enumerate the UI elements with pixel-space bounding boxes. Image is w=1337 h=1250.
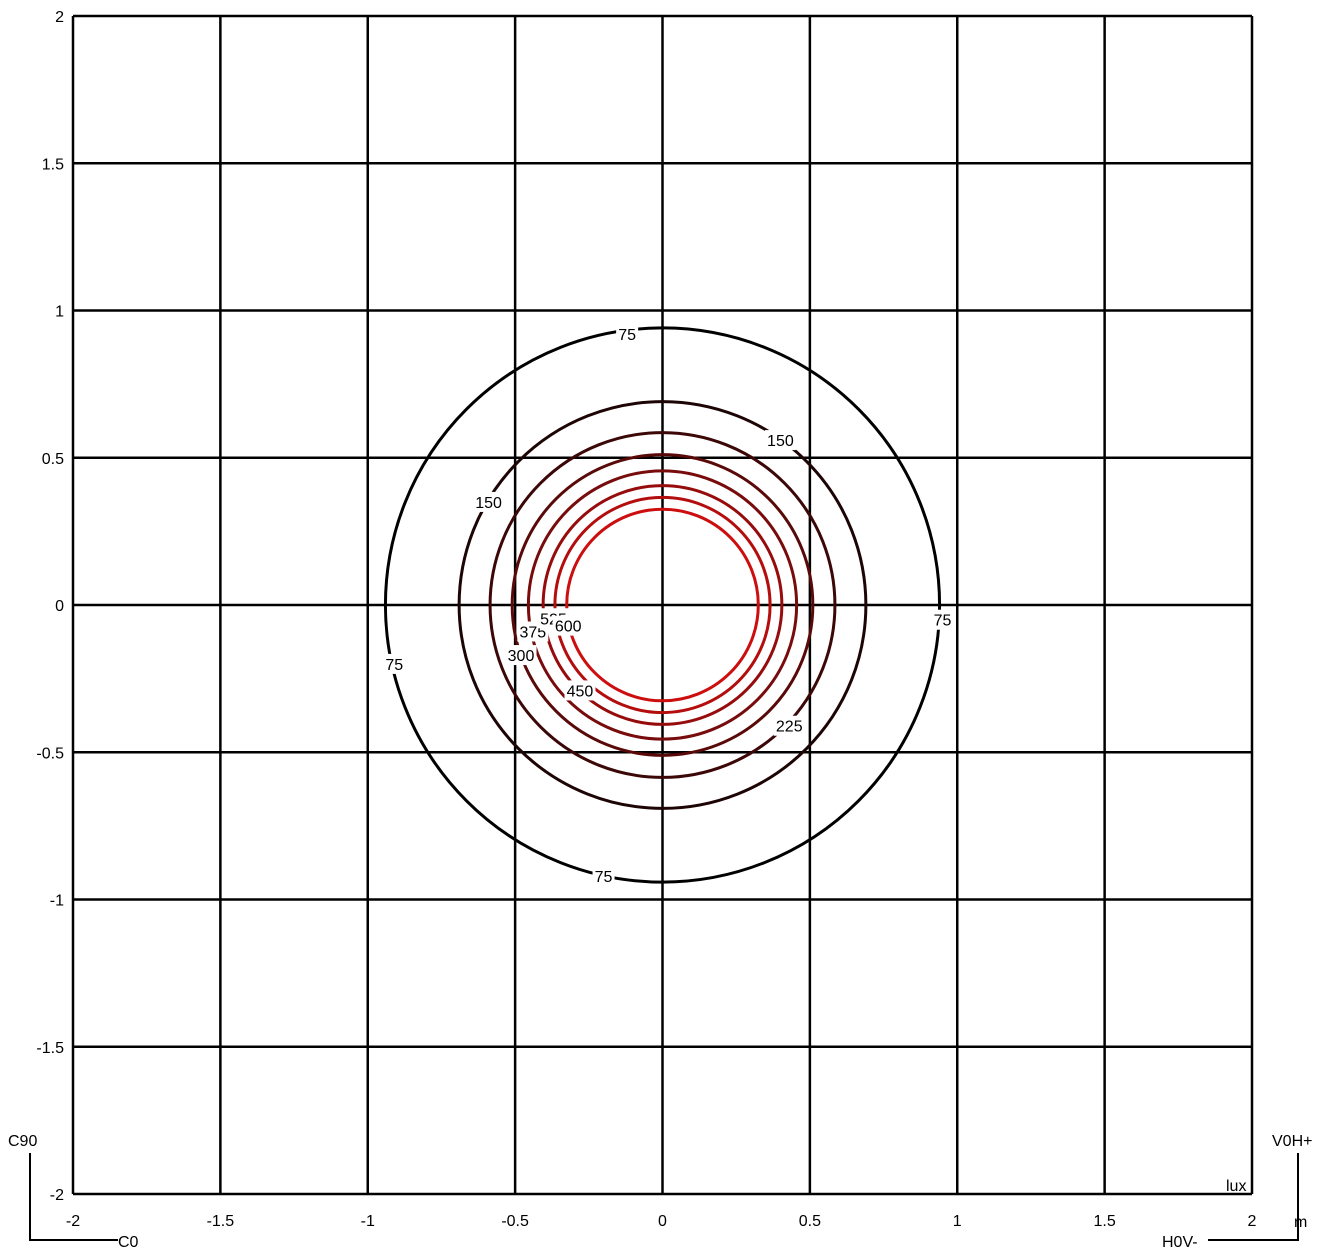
x-tick-label: 1.5: [1094, 1213, 1116, 1230]
contour-label-bg: [764, 430, 796, 451]
contour-label: 150: [475, 495, 502, 512]
value-unit-label: lux: [1226, 1178, 1246, 1195]
contour-label: 600: [555, 619, 582, 636]
corner-bottom-left: C0: [118, 1234, 139, 1250]
contour-75: [383, 326, 942, 884]
x-tick-label: 2: [1248, 1213, 1257, 1230]
corner-top-right: V0H+: [1272, 1133, 1312, 1150]
grid: [71, 14, 1254, 1196]
contour-525: [553, 495, 772, 715]
contour-225: [488, 431, 837, 779]
contour-label: 450: [567, 683, 594, 700]
contour-label: 300: [508, 648, 535, 665]
contour-150: [457, 400, 868, 810]
y-tick-label: 1: [55, 304, 64, 321]
contour-label-bg: [473, 491, 505, 512]
tick-labels: -2 -1.5 -1 -0.5 0 0.5 1 1.5 2 -2 -1.5 -1 -0.5 0 0.5 1 1.…: [36, 9, 1256, 1230]
contour-label: 375: [519, 625, 546, 642]
contour-600: [565, 507, 760, 703]
contour-label: 75: [618, 327, 636, 344]
x-tick-label: -0.5: [501, 1213, 529, 1230]
y-tick-label: 0: [55, 598, 64, 615]
contour-label-bg: [383, 653, 406, 674]
contour-label: 75: [385, 657, 403, 674]
corner-bottom-right: H0V-: [1162, 1234, 1198, 1250]
contour-labels: 75757575150150225300375450525600: [383, 324, 954, 886]
contour-label-bg: [505, 645, 537, 666]
y-tick-label: 1.5: [42, 156, 64, 173]
contour-375: [526, 469, 799, 741]
contour-label-bg: [564, 680, 596, 701]
contour-label-bg: [552, 615, 584, 636]
x-tick-label: 0: [658, 1213, 667, 1230]
y-tick-label: -1: [50, 893, 64, 910]
x-tick-label: -1: [361, 1213, 375, 1230]
x-tick-label: 0.5: [799, 1213, 821, 1230]
x-tick-label: 1: [953, 1213, 962, 1230]
y-tick-label: 2: [55, 9, 64, 26]
hv-axis-indicator: [1208, 1153, 1299, 1241]
contour-label-bg: [616, 324, 639, 345]
x-unit-label: m: [1294, 1214, 1307, 1231]
y-tick-label: -1.5: [36, 1040, 64, 1057]
x-tick-label: -1.5: [207, 1213, 235, 1230]
contour-300: [510, 453, 815, 757]
contour-450: [541, 484, 784, 726]
contour-label: 75: [934, 613, 952, 630]
y-tick-label: -0.5: [36, 745, 64, 762]
corner-annotations: C90 C0 V0H+ H0V- m lux: [8, 1133, 1312, 1250]
contour-label: 75: [595, 869, 613, 886]
contour-label: 150: [767, 433, 794, 450]
y-tick-label: 0.5: [42, 451, 64, 468]
contour-label-bg: [773, 715, 805, 736]
contour-label: 225: [776, 719, 803, 736]
contour-label-bg: [592, 865, 615, 886]
contour-lines: [383, 326, 942, 884]
y-tick-label: -2: [50, 1187, 64, 1204]
contour-label-bg: [931, 609, 954, 630]
x-tick-label: -2: [66, 1213, 80, 1230]
c-axis-indicator: [29, 1153, 118, 1241]
corner-top-left: C90: [8, 1133, 37, 1150]
